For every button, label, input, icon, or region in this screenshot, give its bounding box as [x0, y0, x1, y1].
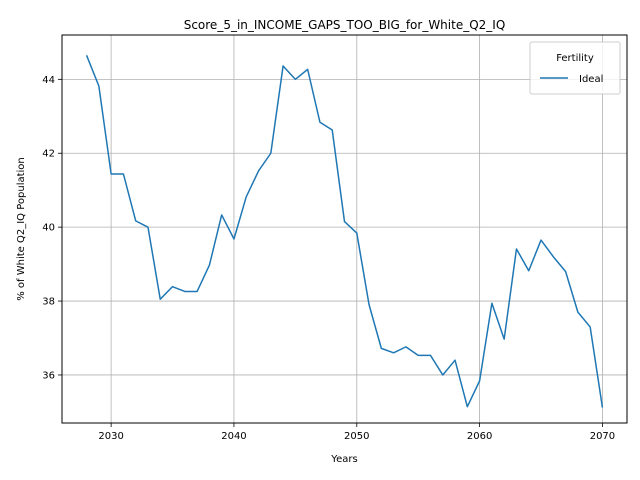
x-tick-label: 2060 [467, 431, 492, 442]
series-line-ideal [85, 55, 604, 408]
x-tick-label: 2070 [590, 431, 615, 442]
y-axis-label: % of White Q2_IQ Population [16, 157, 27, 301]
x-tick-label: 2040 [221, 431, 246, 442]
plot-frame [61, 34, 628, 424]
x-axis-ticks: 2030 2040 2050 2060 2070 [98, 423, 615, 442]
x-axis-label: Years [330, 454, 357, 465]
y-tick-label: 40 [42, 223, 55, 234]
series-layer [85, 55, 604, 408]
legend-label-ideal: Ideal [579, 74, 603, 85]
y-axis-ticks: 36 38 40 42 44 [42, 75, 62, 381]
y-tick-label: 36 [42, 370, 55, 381]
legend-title: Fertility [556, 53, 594, 64]
y-tick-label: 42 [42, 149, 55, 160]
legend: Fertility Ideal [529, 41, 621, 95]
y-tick-label: 38 [42, 297, 55, 308]
x-tick-label: 2050 [344, 431, 369, 442]
chart-title: Score_5_in_INCOME_GAPS_TOO_BIG_for_White… [184, 18, 506, 32]
x-tick-label: 2030 [98, 431, 123, 442]
legend-box [529, 41, 621, 95]
y-tick-label: 44 [42, 75, 55, 86]
